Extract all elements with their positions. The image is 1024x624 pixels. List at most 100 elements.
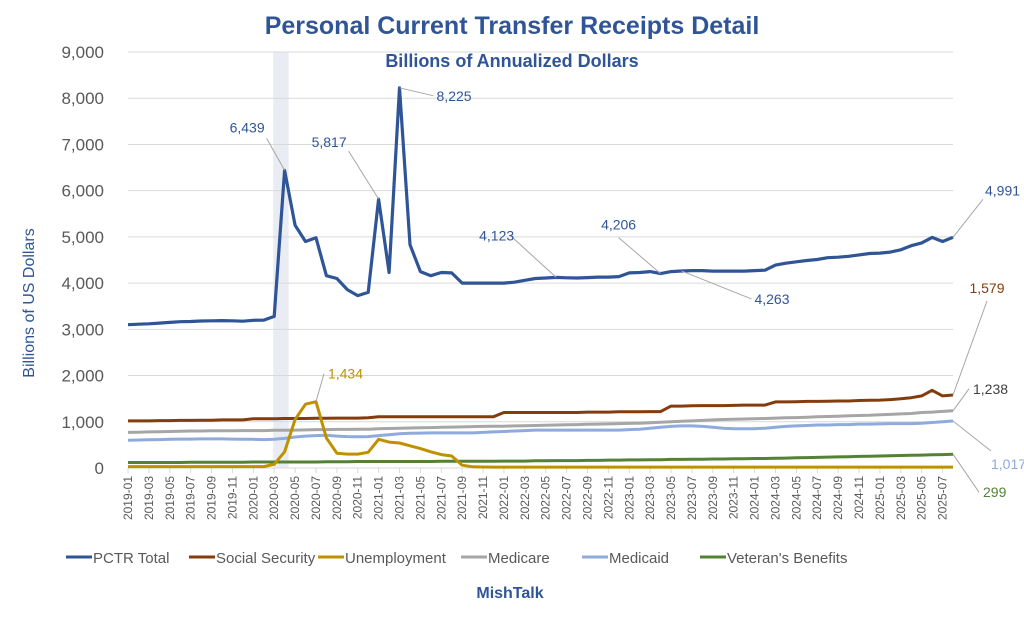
leader-line <box>952 198 984 238</box>
x-tick-label: 2021-09 <box>455 476 469 520</box>
data-labels: 6,439 5,817 8,225 4,123 4,206 4,263 4,991 1,434… <box>230 87 1024 500</box>
y-tick-label: 5,000 <box>61 228 104 247</box>
x-tick-label: 2020-03 <box>267 476 281 520</box>
series-line-pctr-total <box>127 86 954 327</box>
series-line-medicaid <box>127 419 954 442</box>
leader-line <box>681 270 752 300</box>
x-tick-label: 2020-01 <box>246 476 260 520</box>
footer-source: MishTalk <box>476 585 543 602</box>
data-label: 4,991 <box>985 182 1020 198</box>
x-tick-label: 2022-01 <box>497 476 511 520</box>
x-tick-label: 2023-01 <box>622 476 636 520</box>
leader-line <box>952 453 980 493</box>
x-tick-label: 2020-07 <box>309 476 323 520</box>
x-tick-label: 2020-05 <box>288 476 302 520</box>
x-tick-label: 2024-01 <box>748 476 762 520</box>
x-tick-label: 2021-05 <box>413 476 427 520</box>
legend-label: Unemployment <box>345 550 447 567</box>
y-tick-label: 8,000 <box>61 89 104 108</box>
series-lines <box>127 86 954 469</box>
x-tick-label: 2024-03 <box>768 476 782 520</box>
data-label: 8,225 <box>437 88 472 104</box>
recession-shading <box>273 52 289 468</box>
x-tick-label: 2024-09 <box>831 476 845 520</box>
legend-item: Medicaid <box>582 550 669 567</box>
data-label: 4,263 <box>754 291 789 307</box>
recession-band <box>273 52 289 468</box>
x-tick-label: 2022-07 <box>560 476 574 520</box>
chart-subtitle: Billions of Annualized Dollars <box>385 51 638 71</box>
x-tick-label: 2021-11 <box>476 476 490 519</box>
x-axis: 2019-01 2019-03 2019-05 2019-07 2019-09 2019-… <box>121 467 953 520</box>
x-tick-label: 2021-07 <box>434 476 448 520</box>
legend-label: PCTR Total <box>93 550 169 567</box>
chart-title: Personal Current Transfer Receipts Detai… <box>265 12 760 40</box>
x-tick-label: 2019-11 <box>225 476 239 519</box>
x-tick-label: 2021-03 <box>393 476 407 520</box>
legend-item: Social Security <box>189 550 316 567</box>
x-tick-label: 2020-11 <box>351 476 365 519</box>
legend: PCTR Total Social Security Unemployment Med… <box>66 550 847 567</box>
y-tick-label: 7,000 <box>61 135 104 154</box>
x-tick-label: 2025-05 <box>915 476 929 520</box>
data-label: 299 <box>983 484 1007 500</box>
leader-line <box>315 373 325 402</box>
x-tick-label: 2024-07 <box>810 476 824 520</box>
legend-item: Unemployment <box>318 550 447 567</box>
y-tick-label: 2,000 <box>61 367 104 386</box>
x-tick-label: 2023-09 <box>706 476 720 520</box>
data-label: 1,434 <box>328 366 363 382</box>
x-tick-label: 2022-09 <box>580 476 594 520</box>
series-line-unemployment <box>128 400 953 469</box>
legend-item: Veteran's Benefits <box>700 550 847 567</box>
leader-line <box>618 237 661 274</box>
legend-label: Medicare <box>488 550 550 567</box>
leader-line <box>509 235 557 278</box>
x-tick-label: 2022-03 <box>518 476 532 520</box>
data-label: 1,238 <box>973 381 1008 397</box>
x-tick-label: 2024-11 <box>852 476 866 519</box>
leader-line <box>348 150 380 200</box>
series-line-social-security <box>128 388 954 423</box>
y-tick-label: 9,000 <box>61 43 104 62</box>
leader-line <box>266 138 286 171</box>
x-tick-label: 2019-03 <box>142 476 156 520</box>
x-tick-label: 2024-05 <box>789 476 803 520</box>
data-label: 6,439 <box>230 119 265 135</box>
x-tick-label: 2023-07 <box>685 476 699 520</box>
x-tick-label: 2019-01 <box>121 476 135 520</box>
x-tick-label: 2025-01 <box>873 476 887 520</box>
series-line-veteran-s-benefits <box>128 452 954 464</box>
data-label: 4,123 <box>479 227 514 243</box>
x-tick-label: 2023-11 <box>727 476 741 519</box>
x-tick-label: 2019-05 <box>163 476 177 520</box>
y-tick-label: 6,000 <box>61 182 104 201</box>
y-tick-label: 4,000 <box>61 274 104 293</box>
data-label: 4,206 <box>601 217 636 233</box>
legend-item: PCTR Total <box>66 550 169 567</box>
y-tick-label: 1,000 <box>61 413 104 432</box>
data-label: 1,017 <box>991 456 1024 472</box>
legend-label: Medicaid <box>609 550 669 567</box>
x-tick-label: 2023-03 <box>643 476 657 520</box>
x-tick-label: 2019-09 <box>205 476 219 520</box>
leader-line <box>952 388 970 412</box>
leader-line <box>952 420 992 452</box>
data-label: 1,579 <box>969 280 1004 296</box>
legend-label: Social Security <box>216 550 316 567</box>
data-label: 5,817 <box>312 134 347 150</box>
x-tick-label: 2021-01 <box>372 476 386 520</box>
x-tick-label: 2019-07 <box>184 476 198 520</box>
gridlines <box>128 51 953 423</box>
leader-line <box>399 87 434 97</box>
legend-label: Veteran's Benefits <box>727 550 847 567</box>
x-tick-label: 2022-05 <box>539 476 553 520</box>
x-tick-label: 2025-07 <box>936 476 950 520</box>
legend-item: Medicare <box>461 550 550 567</box>
y-tick-label: 0 <box>95 459 104 478</box>
y-axis-ticks: 0 1,000 2,000 3,000 4,000 5,000 6,000 7,000 8,00… <box>61 43 104 478</box>
y-axis-label: Billions of US Dollars <box>21 228 38 377</box>
series-line-medicare <box>127 409 954 434</box>
y-tick-label: 3,000 <box>61 320 104 339</box>
